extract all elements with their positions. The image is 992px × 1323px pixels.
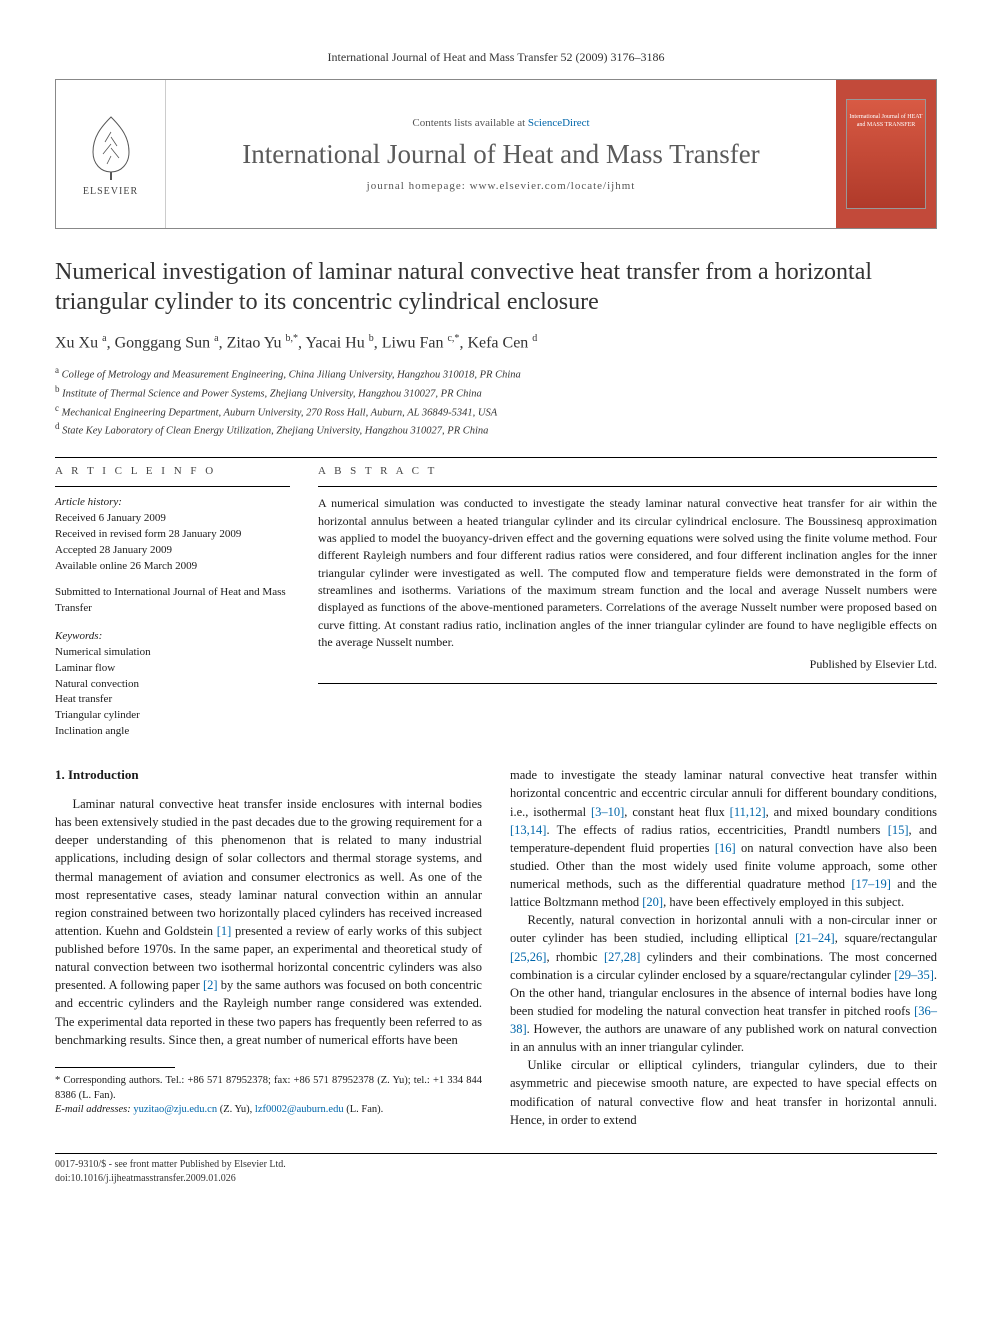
homepage-label: journal homepage: — [367, 180, 470, 192]
divider-rule — [55, 457, 937, 458]
journal-name: International Journal of Heat and Mass T… — [242, 139, 759, 170]
keywords-label: Keywords: — [55, 629, 290, 645]
ref-link-25-26[interactable]: [25,26] — [510, 950, 546, 964]
ref-link-2[interactable]: [2] — [203, 978, 218, 992]
affiliation-line: d State Key Laboratory of Clean Energy U… — [55, 420, 937, 439]
article-info-column: A R T I C L E I N F O Article history: R… — [55, 464, 290, 740]
ref-link-13-14[interactable]: [13,14] — [510, 823, 546, 837]
history-line: Received in revised form 28 January 2009 — [55, 527, 290, 543]
ref-link-3-10[interactable]: [3–10] — [591, 805, 624, 819]
keywords-list: Numerical simulationLaminar flowNatural … — [55, 645, 290, 741]
footnote-separator — [55, 1067, 175, 1068]
ref-link-27-28[interactable]: [27,28] — [604, 950, 640, 964]
contents-prefix: Contents lists available at — [412, 117, 527, 129]
ref-link-1[interactable]: [1] — [217, 924, 232, 938]
intro-para-2: made to investigate the steady laminar n… — [510, 766, 937, 911]
article-history-label: Article history: — [55, 495, 290, 511]
keyword-line: Heat transfer — [55, 692, 290, 708]
article-title: Numerical investigation of laminar natur… — [55, 257, 937, 317]
running-head: International Journal of Heat and Mass T… — [55, 50, 937, 65]
cover-thumbnail-text: International Journal of HEAT and MASS T… — [847, 100, 925, 130]
publisher-name: ELSEVIER — [83, 186, 138, 197]
intro-para-4: Unlike circular or elliptical cylinders,… — [510, 1056, 937, 1129]
keyword-line: Laminar flow — [55, 661, 290, 677]
elsevier-tree-icon — [81, 112, 141, 182]
publisher-logo-block: ELSEVIER — [56, 80, 166, 228]
email-addresses-line: E-mail addresses: yuzitao@zju.edu.cn (Z.… — [55, 1103, 482, 1118]
ref-link-11-12[interactable]: [11,12] — [730, 805, 766, 819]
copyright-block: 0017-9310/$ - see front matter Published… — [55, 1158, 937, 1186]
history-line: Accepted 28 January 2009 — [55, 543, 290, 559]
email-link-1[interactable]: yuzitao@zju.edu.cn — [133, 1104, 217, 1115]
ref-link-21-24[interactable]: [21–24] — [795, 931, 835, 945]
masthead-center: Contents lists available at ScienceDirec… — [166, 80, 836, 228]
abstract-column: A B S T R A C T A numerical simulation w… — [318, 464, 937, 740]
abstract-publisher-line: Published by Elsevier Ltd. — [318, 656, 937, 673]
authors-line: Xu Xu a, Gonggang Sun a, Zitao Yu b,*, Y… — [55, 333, 937, 352]
keyword-line: Numerical simulation — [55, 645, 290, 661]
affiliation-line: c Mechanical Engineering Department, Aub… — [55, 402, 937, 421]
ref-link-17-19[interactable]: [17–19] — [851, 877, 891, 891]
intro-para-3: Recently, natural convection in horizont… — [510, 911, 937, 1056]
body-two-columns: 1. Introduction Laminar natural convecti… — [55, 766, 937, 1129]
footnotes-block: * Corresponding authors. Tel.: +86 571 8… — [55, 1074, 482, 1118]
history-line: Available online 26 March 2009 — [55, 559, 290, 575]
email-link-2[interactable]: lzf0002@auburn.edu — [255, 1104, 344, 1115]
ref-link-15[interactable]: [15] — [888, 823, 909, 837]
cover-thumbnail: International Journal of HEAT and MASS T… — [846, 99, 926, 209]
doi-line: doi:10.1016/j.ijheatmasstransfer.2009.01… — [55, 1172, 937, 1186]
ref-link-29-35[interactable]: [29–35] — [894, 968, 934, 982]
affiliations-block: a College of Metrology and Measurement E… — [55, 364, 937, 439]
abstract-text: A numerical simulation was conducted to … — [318, 495, 937, 652]
section-1-heading: 1. Introduction — [55, 766, 482, 785]
contents-available-line: Contents lists available at ScienceDirec… — [412, 117, 589, 129]
submitted-line: Submitted to International Journal of He… — [55, 585, 290, 617]
article-info-heading: A R T I C L E I N F O — [55, 464, 290, 480]
bottom-rule — [55, 1153, 937, 1154]
intro-para-1: Laminar natural convective heat transfer… — [55, 795, 482, 1049]
affiliation-line: b Institute of Thermal Science and Power… — [55, 383, 937, 402]
keyword-line: Natural convection — [55, 677, 290, 693]
journal-homepage-line: journal homepage: www.elsevier.com/locat… — [367, 180, 636, 192]
article-history-lines: Received 6 January 2009Received in revis… — [55, 511, 290, 575]
affiliation-line: a College of Metrology and Measurement E… — [55, 364, 937, 383]
homepage-url: www.elsevier.com/locate/ijhmt — [470, 180, 636, 192]
ref-link-16[interactable]: [16] — [715, 841, 736, 855]
copyright-line-1: 0017-9310/$ - see front matter Published… — [55, 1158, 937, 1172]
corresponding-author-note: * Corresponding authors. Tel.: +86 571 8… — [55, 1074, 482, 1103]
cover-thumbnail-block: International Journal of HEAT and MASS T… — [836, 80, 936, 228]
ref-link-20[interactable]: [20] — [642, 895, 663, 909]
keyword-line: Inclination angle — [55, 724, 290, 740]
journal-masthead: ELSEVIER Contents lists available at Sci… — [55, 79, 937, 229]
history-line: Received 6 January 2009 — [55, 511, 290, 527]
keyword-line: Triangular cylinder — [55, 708, 290, 724]
email-label: E-mail addresses: — [55, 1104, 131, 1115]
abstract-heading: A B S T R A C T — [318, 464, 937, 480]
sciencedirect-link[interactable]: ScienceDirect — [528, 117, 590, 129]
